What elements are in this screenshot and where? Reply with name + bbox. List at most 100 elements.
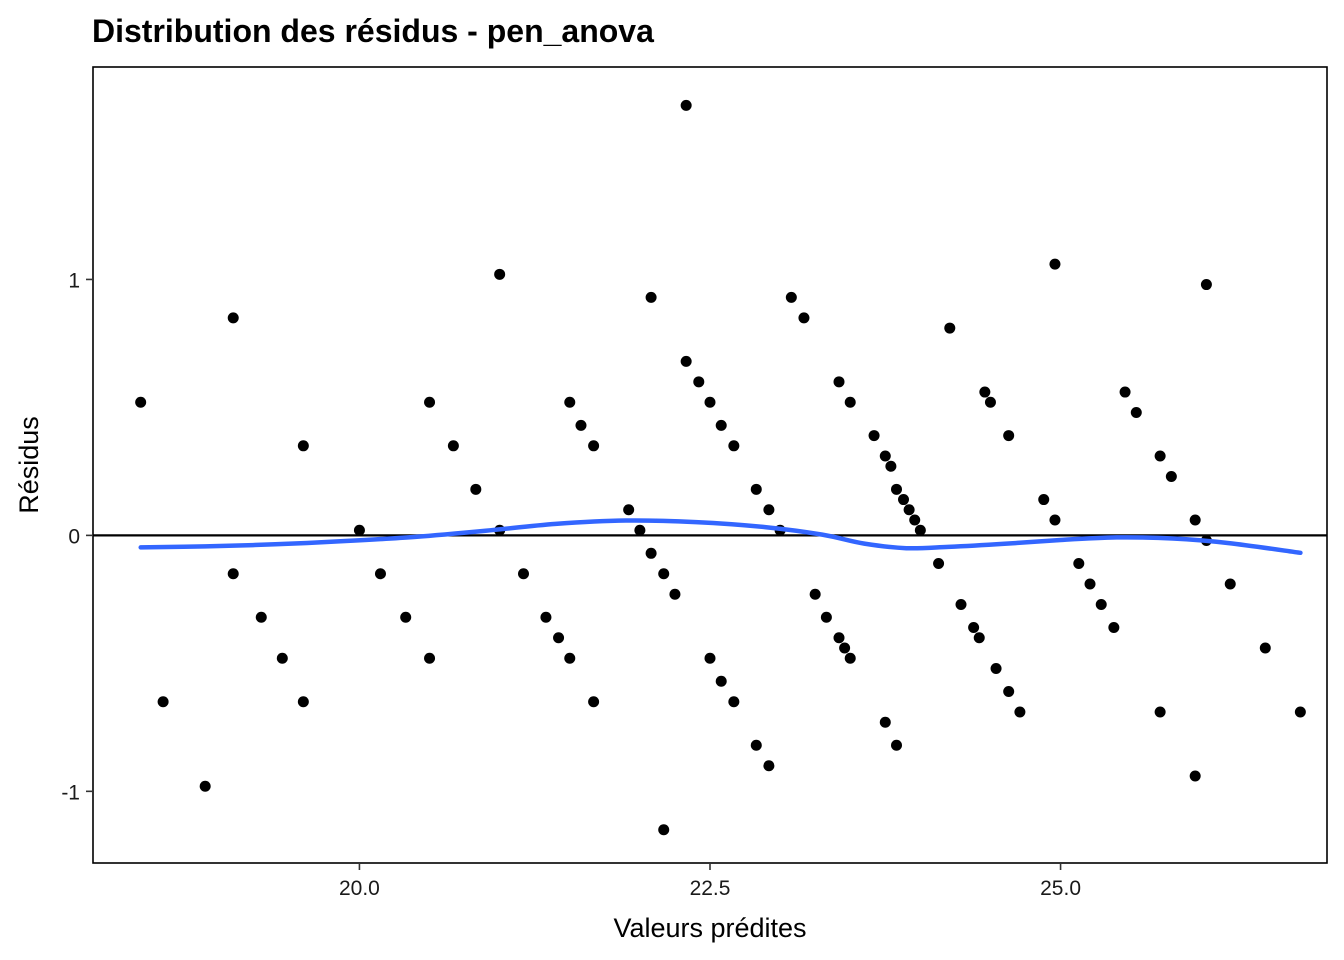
data-point — [564, 396, 576, 408]
data-point — [1003, 430, 1015, 442]
data-point — [517, 568, 529, 580]
data-point — [645, 291, 657, 303]
x-axis: 20.0 22.5 25.0 — [339, 863, 1081, 900]
data-point — [809, 588, 821, 600]
data-point — [833, 632, 845, 644]
data-point — [1084, 578, 1096, 590]
data-point — [1049, 514, 1061, 526]
data-point — [1038, 494, 1050, 506]
data-point — [424, 396, 436, 408]
data-point — [1259, 642, 1271, 654]
data-point — [680, 355, 692, 367]
data-point — [227, 312, 239, 324]
data-point — [1224, 578, 1236, 590]
data-point — [990, 662, 1002, 674]
y-axis-label: Résidus — [14, 416, 44, 514]
data-point — [1189, 514, 1201, 526]
data-point — [909, 514, 921, 526]
data-point — [891, 739, 903, 751]
data-point — [297, 696, 309, 708]
y-tick-label: -1 — [61, 781, 80, 804]
panel-border — [92, 66, 1328, 864]
data-point — [1200, 279, 1212, 291]
y-axis: -1 0 1 — [61, 269, 93, 804]
data-point — [1154, 450, 1166, 462]
data-point — [750, 483, 762, 495]
data-point — [933, 558, 945, 570]
data-point — [658, 824, 670, 836]
data-point — [424, 652, 436, 664]
x-tick-label: 22.5 — [690, 877, 731, 900]
data-point — [588, 696, 600, 708]
data-point — [750, 739, 762, 751]
data-point — [693, 376, 705, 388]
data-point — [763, 760, 775, 772]
data-point — [669, 588, 681, 600]
data-point — [879, 716, 891, 728]
data-point — [623, 504, 635, 516]
x-tick-label: 20.0 — [339, 877, 380, 900]
data-point — [1165, 471, 1177, 483]
data-point — [715, 675, 727, 687]
data-point — [885, 460, 897, 472]
y-tick-label: 0 — [68, 525, 80, 548]
x-axis-label: Valeurs prédites — [613, 913, 806, 943]
data-point — [276, 652, 288, 664]
data-point — [1073, 558, 1085, 570]
data-point — [564, 652, 576, 664]
data-point — [297, 440, 309, 452]
data-point — [955, 598, 967, 610]
data-point — [914, 524, 926, 536]
data-point — [374, 568, 386, 580]
data-point — [979, 386, 991, 398]
data-point — [199, 780, 211, 792]
data-point — [400, 611, 412, 623]
plot-area — [92, 66, 1328, 864]
data-point — [494, 268, 506, 280]
data-point — [833, 376, 845, 388]
data-point — [353, 524, 365, 536]
data-point — [973, 632, 985, 644]
data-point — [844, 652, 856, 664]
data-point — [879, 450, 891, 462]
data-point — [844, 396, 856, 408]
data-point — [704, 652, 716, 664]
data-point — [944, 322, 956, 334]
data-point — [715, 419, 727, 431]
data-point — [540, 611, 552, 623]
data-point — [984, 396, 996, 408]
data-point — [1003, 686, 1015, 698]
data-point — [1049, 258, 1061, 270]
data-point — [1154, 706, 1166, 718]
data-point — [680, 99, 692, 111]
data-point — [447, 440, 459, 452]
points-layer — [135, 99, 1306, 836]
x-tick-label: 25.0 — [1040, 877, 1081, 900]
data-point — [575, 419, 587, 431]
data-point — [1095, 598, 1107, 610]
data-point — [1014, 706, 1026, 718]
smooth-trend-line — [138, 518, 1303, 556]
data-point — [898, 494, 910, 506]
data-point — [820, 611, 832, 623]
data-point — [553, 632, 565, 644]
data-point — [704, 396, 716, 408]
data-point — [798, 312, 810, 324]
data-point — [728, 440, 740, 452]
data-point — [135, 396, 147, 408]
data-point — [968, 622, 980, 634]
data-point — [891, 483, 903, 495]
data-point — [868, 430, 880, 442]
data-point — [634, 524, 646, 536]
data-point — [785, 291, 797, 303]
data-point — [157, 696, 169, 708]
data-point — [839, 642, 851, 654]
data-point — [588, 440, 600, 452]
y-tick-label: 1 — [68, 269, 80, 292]
data-point — [1294, 706, 1306, 718]
data-point — [255, 611, 267, 623]
data-point — [1108, 622, 1120, 634]
data-point — [1130, 407, 1142, 419]
data-point — [903, 504, 915, 516]
